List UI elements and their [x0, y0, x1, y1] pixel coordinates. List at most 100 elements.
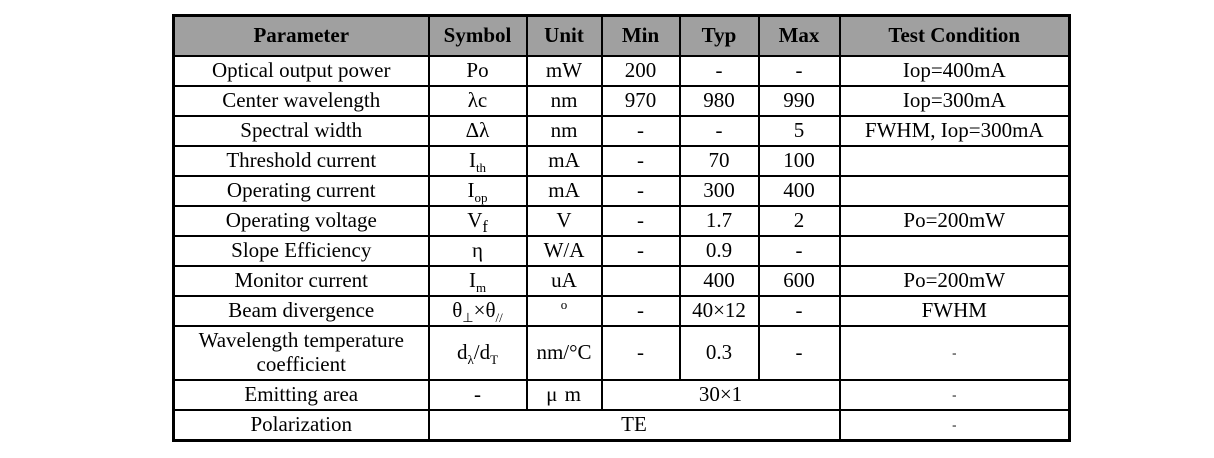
symbol-cell: Δλ — [427, 115, 528, 147]
typ-cell: 0.3 — [678, 325, 760, 381]
symbol-text: I — [468, 148, 476, 173]
test-condition-cell: FWHM, Iop=300mA — [838, 115, 1071, 147]
typ-cell: 980 — [678, 85, 760, 117]
unit-cell: mA — [525, 175, 603, 207]
min-cell: - — [600, 325, 681, 381]
symbol-cell: Ith — [427, 145, 528, 177]
parameter-cell: Operating current — [172, 175, 430, 207]
test-condition-cell: - — [838, 325, 1071, 381]
symbol-cell: Im — [427, 265, 528, 297]
max-cell: - — [757, 295, 841, 327]
unit-cell: o — [525, 295, 603, 327]
col-header-test-condition: Test Condition — [838, 14, 1071, 57]
symbol-text: Po — [466, 58, 489, 83]
min-cell: 200 — [600, 55, 681, 87]
test-condition-cell: Iop=400mA — [838, 55, 1071, 87]
symbol-script-text: o — [560, 297, 568, 313]
unit-cell: nm — [525, 85, 603, 117]
typ-cell: 1.7 — [678, 205, 760, 237]
col-header-parameter: Parameter — [172, 14, 430, 57]
table-row-emitting-area: Emitting area - μ m 30×1 - — [172, 379, 1071, 411]
unit-cell: nm — [525, 115, 603, 147]
symbol-cell: dλ/dT — [427, 325, 528, 381]
merged-value-cell: 30×1 — [600, 379, 841, 411]
min-cell: - — [600, 175, 681, 207]
symbol-text: mA — [548, 148, 580, 173]
max-cell: 990 — [757, 85, 841, 117]
symbol-script-text: m — [475, 280, 487, 296]
col-header-typ: Typ — [678, 14, 760, 57]
symbol-text: uA — [551, 268, 577, 293]
typ-cell: 300 — [678, 175, 760, 207]
col-header-max: Max — [757, 14, 841, 57]
symbol-text: nm/°C — [536, 340, 592, 365]
symbol-text: η — [472, 238, 483, 263]
col-header-min: Min — [600, 14, 681, 57]
unit-cell: uA — [525, 265, 603, 297]
symbol-text: /d — [473, 340, 491, 365]
min-cell: - — [600, 295, 681, 327]
unit-cell: W/A — [525, 235, 603, 267]
max-cell: 400 — [757, 175, 841, 207]
header-row: Parameter Symbol Unit Min Typ Max Test C… — [172, 14, 1071, 57]
min-cell: - — [600, 235, 681, 267]
symbol-text: I — [468, 268, 476, 293]
parameter-cell: Center wavelength — [172, 85, 430, 117]
symbol-text: × — [473, 298, 486, 323]
table-row-monitor-current: Monitor current Im uA 400 600 Po=200mW — [172, 265, 1071, 297]
test-condition-cell: Po=200mW — [838, 265, 1071, 297]
unit-cell: mW — [525, 55, 603, 87]
parameter-cell: Spectral width — [172, 115, 430, 147]
symbol-text: I — [467, 178, 475, 203]
table-row-center-wavelength: Center wavelength λc nm 970 980 990 Iop=… — [172, 85, 1071, 117]
symbol-text: mW — [545, 58, 583, 83]
typ-cell: 40×12 — [678, 295, 760, 327]
test-condition-cell — [838, 235, 1071, 267]
max-cell: 2 — [757, 205, 841, 237]
symbol-script-text: λ — [467, 352, 474, 368]
test-condition-cell: - — [838, 409, 1071, 442]
symbol-cell: θ⊥×θ// — [427, 295, 528, 327]
table-row-optical-output-power: Optical output power Po mW 200 - - Iop=4… — [172, 55, 1071, 87]
parameter-cell: Emitting area — [172, 379, 430, 411]
symbol-script-text: f — [482, 217, 488, 236]
min-cell: 970 — [600, 85, 681, 117]
table-row-slope-efficiency: Slope Efficiency η W/A - 0.9 - — [172, 235, 1071, 267]
test-condition-cell — [838, 175, 1071, 207]
symbol-cell: - — [427, 379, 528, 411]
symbol-text: μ m — [546, 382, 582, 407]
test-condition-cell: FWHM — [838, 295, 1071, 327]
symbol-text: nm — [550, 88, 578, 113]
symbol-script-text: op — [474, 190, 488, 206]
parameter-cell: Optical output power — [172, 55, 430, 87]
max-cell: - — [757, 235, 841, 267]
symbol-cell: Iop — [427, 175, 528, 207]
symbol-script-text: ⊥ — [462, 310, 474, 326]
max-cell: 600 — [757, 265, 841, 297]
max-cell: - — [757, 325, 841, 381]
parameter-cell: Threshold current — [172, 145, 430, 177]
symbol-script-text: // — [495, 310, 503, 326]
min-cell: - — [600, 205, 681, 237]
col-header-symbol: Symbol — [427, 14, 528, 57]
max-cell: 100 — [757, 145, 841, 177]
typ-cell: 70 — [678, 145, 760, 177]
merged-value-cell: TE — [427, 409, 841, 442]
symbol-text: λc — [467, 88, 488, 113]
parameter-cell: Monitor current — [172, 265, 430, 297]
max-cell: 5 — [757, 115, 841, 147]
typ-cell: - — [678, 115, 760, 147]
symbol-text: nm — [550, 118, 578, 143]
symbol-text: θ — [485, 298, 496, 323]
table-row-wavelength-temperature-coefficient: Wavelength temperature coefficient dλ/dT… — [172, 325, 1071, 381]
test-condition-cell: Iop=300mA — [838, 85, 1071, 117]
table-row-operating-voltage: Operating voltage Vf V - 1.7 2 Po=200mW — [172, 205, 1071, 237]
parameter-cell: Beam divergence — [172, 295, 430, 327]
symbol-script-text: th — [475, 160, 487, 176]
test-condition-cell: - — [838, 379, 1071, 411]
max-cell: - — [757, 55, 841, 87]
typ-cell: 400 — [678, 265, 760, 297]
min-cell: - — [600, 115, 681, 147]
symbol-text: d — [456, 340, 468, 365]
symbol-text: V — [556, 208, 572, 233]
